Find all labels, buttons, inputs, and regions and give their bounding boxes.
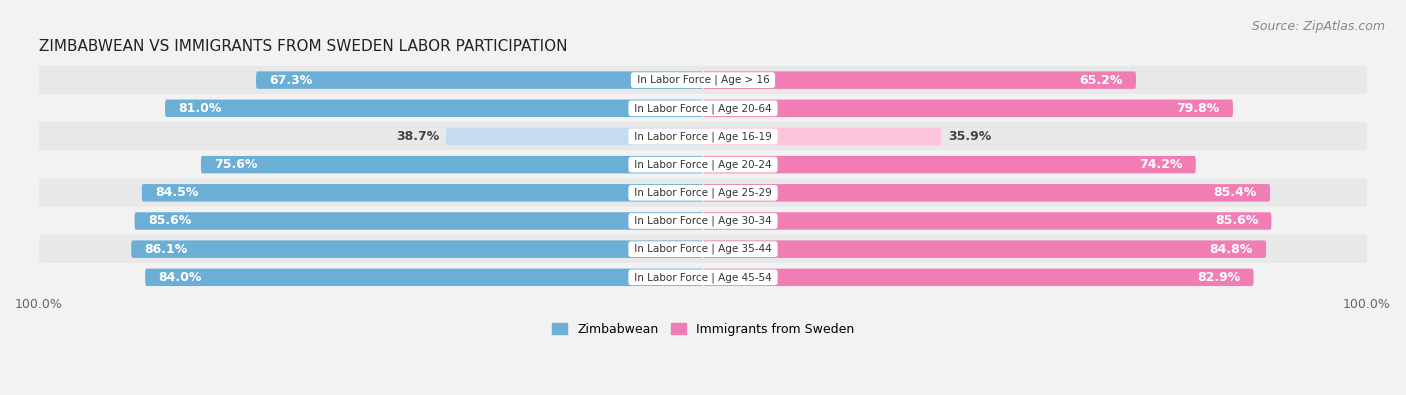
Text: 85.4%: 85.4% <box>1213 186 1257 199</box>
Text: In Labor Force | Age 16-19: In Labor Force | Age 16-19 <box>631 131 775 142</box>
FancyBboxPatch shape <box>446 128 703 145</box>
FancyBboxPatch shape <box>39 207 1367 235</box>
Text: 84.8%: 84.8% <box>1209 243 1253 256</box>
FancyBboxPatch shape <box>39 235 1367 263</box>
Text: 85.6%: 85.6% <box>148 214 191 228</box>
FancyBboxPatch shape <box>703 184 1270 201</box>
Text: 35.9%: 35.9% <box>948 130 991 143</box>
FancyBboxPatch shape <box>703 128 942 145</box>
Text: In Labor Force | Age 25-29: In Labor Force | Age 25-29 <box>631 188 775 198</box>
FancyBboxPatch shape <box>39 66 1367 94</box>
Text: 81.0%: 81.0% <box>179 102 222 115</box>
Text: 84.5%: 84.5% <box>155 186 198 199</box>
FancyBboxPatch shape <box>39 263 1367 292</box>
FancyBboxPatch shape <box>201 156 703 173</box>
Text: 75.6%: 75.6% <box>214 158 257 171</box>
Text: 82.9%: 82.9% <box>1197 271 1240 284</box>
FancyBboxPatch shape <box>39 150 1367 179</box>
Text: In Labor Force | Age 35-44: In Labor Force | Age 35-44 <box>631 244 775 254</box>
Text: In Labor Force | Age 30-34: In Labor Force | Age 30-34 <box>631 216 775 226</box>
Text: In Labor Force | Age > 16: In Labor Force | Age > 16 <box>634 75 772 85</box>
FancyBboxPatch shape <box>145 269 703 286</box>
FancyBboxPatch shape <box>703 156 1195 173</box>
Text: 85.6%: 85.6% <box>1215 214 1258 228</box>
Text: 38.7%: 38.7% <box>396 130 439 143</box>
Text: 67.3%: 67.3% <box>270 73 312 87</box>
Legend: Zimbabwean, Immigrants from Sweden: Zimbabwean, Immigrants from Sweden <box>547 318 859 341</box>
FancyBboxPatch shape <box>703 269 1254 286</box>
FancyBboxPatch shape <box>703 212 1271 230</box>
FancyBboxPatch shape <box>39 179 1367 207</box>
FancyBboxPatch shape <box>256 71 703 89</box>
FancyBboxPatch shape <box>135 212 703 230</box>
FancyBboxPatch shape <box>703 71 1136 89</box>
Text: In Labor Force | Age 20-24: In Labor Force | Age 20-24 <box>631 160 775 170</box>
Text: 86.1%: 86.1% <box>145 243 188 256</box>
FancyBboxPatch shape <box>165 100 703 117</box>
Text: 74.2%: 74.2% <box>1139 158 1182 171</box>
Text: 79.8%: 79.8% <box>1177 102 1219 115</box>
FancyBboxPatch shape <box>131 241 703 258</box>
Text: 84.0%: 84.0% <box>159 271 202 284</box>
Text: In Labor Force | Age 45-54: In Labor Force | Age 45-54 <box>631 272 775 282</box>
FancyBboxPatch shape <box>142 184 703 201</box>
FancyBboxPatch shape <box>703 100 1233 117</box>
FancyBboxPatch shape <box>39 94 1367 123</box>
Text: In Labor Force | Age 20-64: In Labor Force | Age 20-64 <box>631 103 775 113</box>
Text: 65.2%: 65.2% <box>1080 73 1122 87</box>
Text: ZIMBABWEAN VS IMMIGRANTS FROM SWEDEN LABOR PARTICIPATION: ZIMBABWEAN VS IMMIGRANTS FROM SWEDEN LAB… <box>39 39 568 54</box>
Text: Source: ZipAtlas.com: Source: ZipAtlas.com <box>1251 20 1385 33</box>
FancyBboxPatch shape <box>703 241 1267 258</box>
FancyBboxPatch shape <box>39 122 1367 151</box>
